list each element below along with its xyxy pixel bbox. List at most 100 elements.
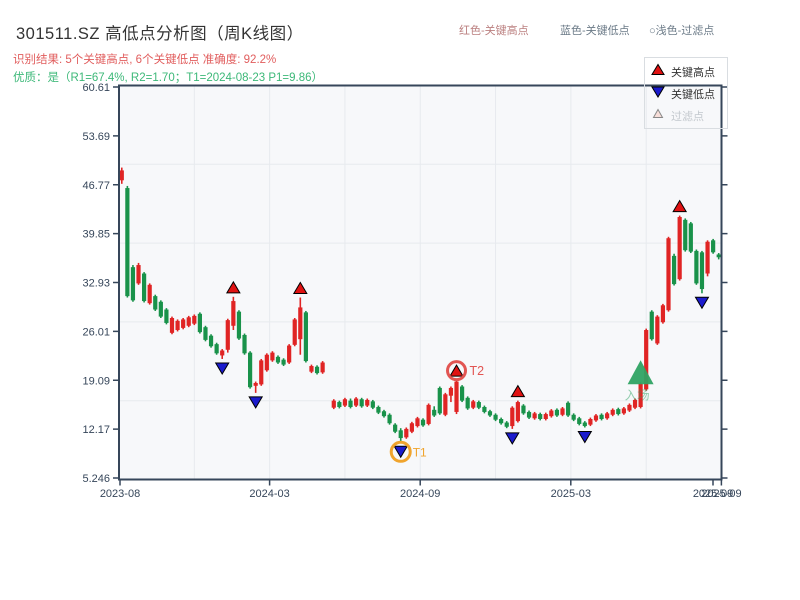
candle-up: [309, 366, 314, 372]
header-legend-key-high: 红色-关键高点: [459, 25, 529, 37]
key-low-marker: [504, 432, 520, 445]
key-high-marker: [672, 199, 688, 213]
key-low-marker: [577, 430, 593, 444]
candle-down: [153, 296, 158, 310]
candle-up: [627, 404, 632, 411]
candle-up: [443, 394, 448, 415]
candle-up: [342, 399, 348, 406]
candle-down: [130, 267, 136, 301]
candle-up: [677, 217, 682, 280]
page-title: 301511.SZ 高低点分析图（周K线图）: [16, 25, 304, 43]
key-low-marker: [393, 445, 409, 459]
candle-up: [119, 170, 124, 181]
y-axis-label: 32.93: [82, 278, 110, 290]
header-legend-filter: ○浅色-过滤点: [649, 25, 715, 37]
candle-up: [560, 408, 565, 415]
candle-up: [169, 318, 175, 333]
candle-down: [197, 313, 202, 333]
candle-down: [236, 311, 242, 339]
t2-label: T2: [470, 364, 485, 378]
candle-up: [331, 400, 336, 408]
key-low-marker: [214, 362, 230, 375]
candle-up: [610, 409, 615, 415]
candle-down: [521, 405, 526, 414]
candle-up: [549, 410, 554, 417]
candle-down: [242, 334, 247, 354]
x-axis-label: 2025-09: [701, 488, 741, 500]
candle-down: [398, 430, 403, 439]
t2-circle: [446, 360, 468, 382]
candle-down: [359, 399, 364, 407]
candle-up: [353, 398, 359, 406]
candle-up: [181, 319, 186, 328]
key-high-marker: [449, 364, 464, 377]
candle-down: [437, 387, 442, 414]
candle-down: [487, 411, 493, 416]
candle-down: [214, 344, 219, 354]
legend-item-filter[interactable]: 过滤点: [651, 105, 727, 127]
x-axis-label: 2025-09: [693, 488, 733, 500]
candle-up: [415, 418, 420, 427]
key-low-marker: [694, 296, 710, 310]
candle-down: [314, 366, 320, 374]
candle-up: [270, 352, 275, 361]
legend-item-key-low[interactable]: 关键低点: [651, 83, 727, 105]
candle-down: [683, 219, 688, 251]
candle-down: [476, 402, 481, 408]
entry-marker: [627, 360, 654, 385]
candle-up: [593, 415, 599, 421]
legend-item-key-high[interactable]: 关键高点: [651, 61, 727, 83]
candle-down: [465, 397, 470, 409]
x-axis-label: 2025-03: [551, 488, 591, 500]
candle-up: [660, 305, 666, 323]
candle-up: [186, 317, 191, 326]
candle-up: [644, 330, 649, 390]
candle-down: [671, 255, 677, 285]
candle-up: [259, 360, 264, 385]
candles: [119, 167, 721, 443]
candle-down: [247, 352, 253, 388]
legend-label: 过滤点: [671, 111, 704, 123]
header-legend-key-low: 蓝色-关键低点: [560, 25, 630, 37]
y-axis-label: 53.69: [82, 131, 110, 143]
triangle-down-icon: [651, 85, 665, 103]
y-axis-label: 39.85: [82, 229, 110, 241]
candle-down: [565, 402, 571, 416]
candle-down: [275, 356, 281, 363]
x-axis-label: 2024-03: [249, 488, 289, 500]
candle-down: [303, 312, 308, 362]
candle-up: [448, 387, 454, 396]
legend-label: 关键高点: [671, 67, 715, 79]
candle-up: [638, 383, 643, 407]
candle-down: [348, 400, 353, 407]
candle-up: [292, 319, 297, 345]
key-low-marker: [248, 396, 264, 409]
candle-up: [655, 316, 660, 344]
candle-up: [136, 265, 141, 284]
candle-down: [158, 301, 163, 317]
recognition-result-text: 识别结果: 5个关键高点, 6个关键低点 准确度: 92.2%: [13, 54, 277, 66]
candle-down: [649, 311, 654, 340]
candle-down: [281, 359, 286, 365]
candle-down: [711, 240, 716, 253]
candle-up: [404, 428, 409, 438]
candle-down: [393, 424, 398, 432]
t1-circle: [389, 440, 412, 463]
candle-down: [376, 406, 381, 413]
candle-down: [499, 419, 504, 424]
candle-up: [264, 354, 269, 371]
kline-chart[interactable]: T2 T1 入场 60.61 53.69 46.77 39.85 32.93 26.01 19.0…: [0, 0, 800, 540]
triangle-filter-icon: [651, 107, 665, 125]
triangle-up-icon: [651, 63, 665, 81]
candle-up: [225, 320, 230, 350]
y-axis-label: 12.17: [82, 424, 110, 436]
candle-down: [694, 250, 699, 284]
candle-down: [337, 402, 342, 407]
candle-down: [208, 335, 214, 347]
candle-up: [515, 402, 520, 422]
candle-down: [459, 386, 465, 401]
key-high-marker: [292, 281, 308, 295]
candle-down: [381, 411, 387, 417]
candle-up: [632, 399, 638, 408]
